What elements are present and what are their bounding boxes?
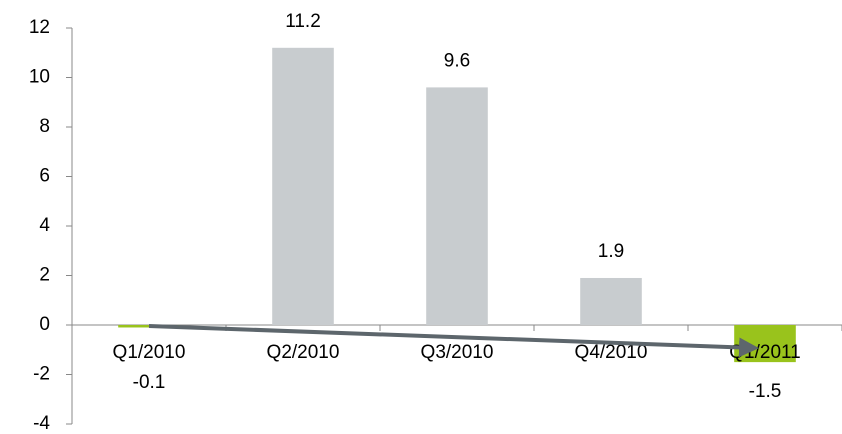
- value-label: -1.5: [749, 381, 782, 402]
- y-tick-label: 0: [39, 314, 50, 335]
- y-tick-label: 10: [29, 67, 50, 88]
- x-tick-label: Q3/2010: [421, 342, 494, 363]
- y-tick-label: 12: [29, 17, 50, 38]
- y-tick-label: 8: [39, 116, 50, 137]
- value-label: -0.1: [133, 372, 166, 393]
- trend-arrow: [148, 324, 759, 358]
- value-label: 9.6: [444, 50, 470, 71]
- y-tick-label: 2: [39, 265, 50, 286]
- y-tick-label: -4: [33, 413, 50, 434]
- y-tick-label: 6: [39, 166, 50, 187]
- bar: [272, 47, 334, 326]
- x-tick-label: Q2/2010: [267, 342, 340, 363]
- value-label: 11.2: [285, 11, 321, 32]
- value-label: 1.9: [598, 241, 624, 262]
- x-tick-label: Q4/2010: [575, 342, 648, 363]
- bar: [580, 277, 642, 325]
- x-tick-label: Q1/2010: [113, 342, 186, 363]
- bar: [426, 87, 488, 326]
- x-tick-label: Q1/2011: [729, 342, 800, 363]
- y-tick-label: -2: [33, 364, 50, 385]
- y-tick-label: 4: [39, 215, 50, 236]
